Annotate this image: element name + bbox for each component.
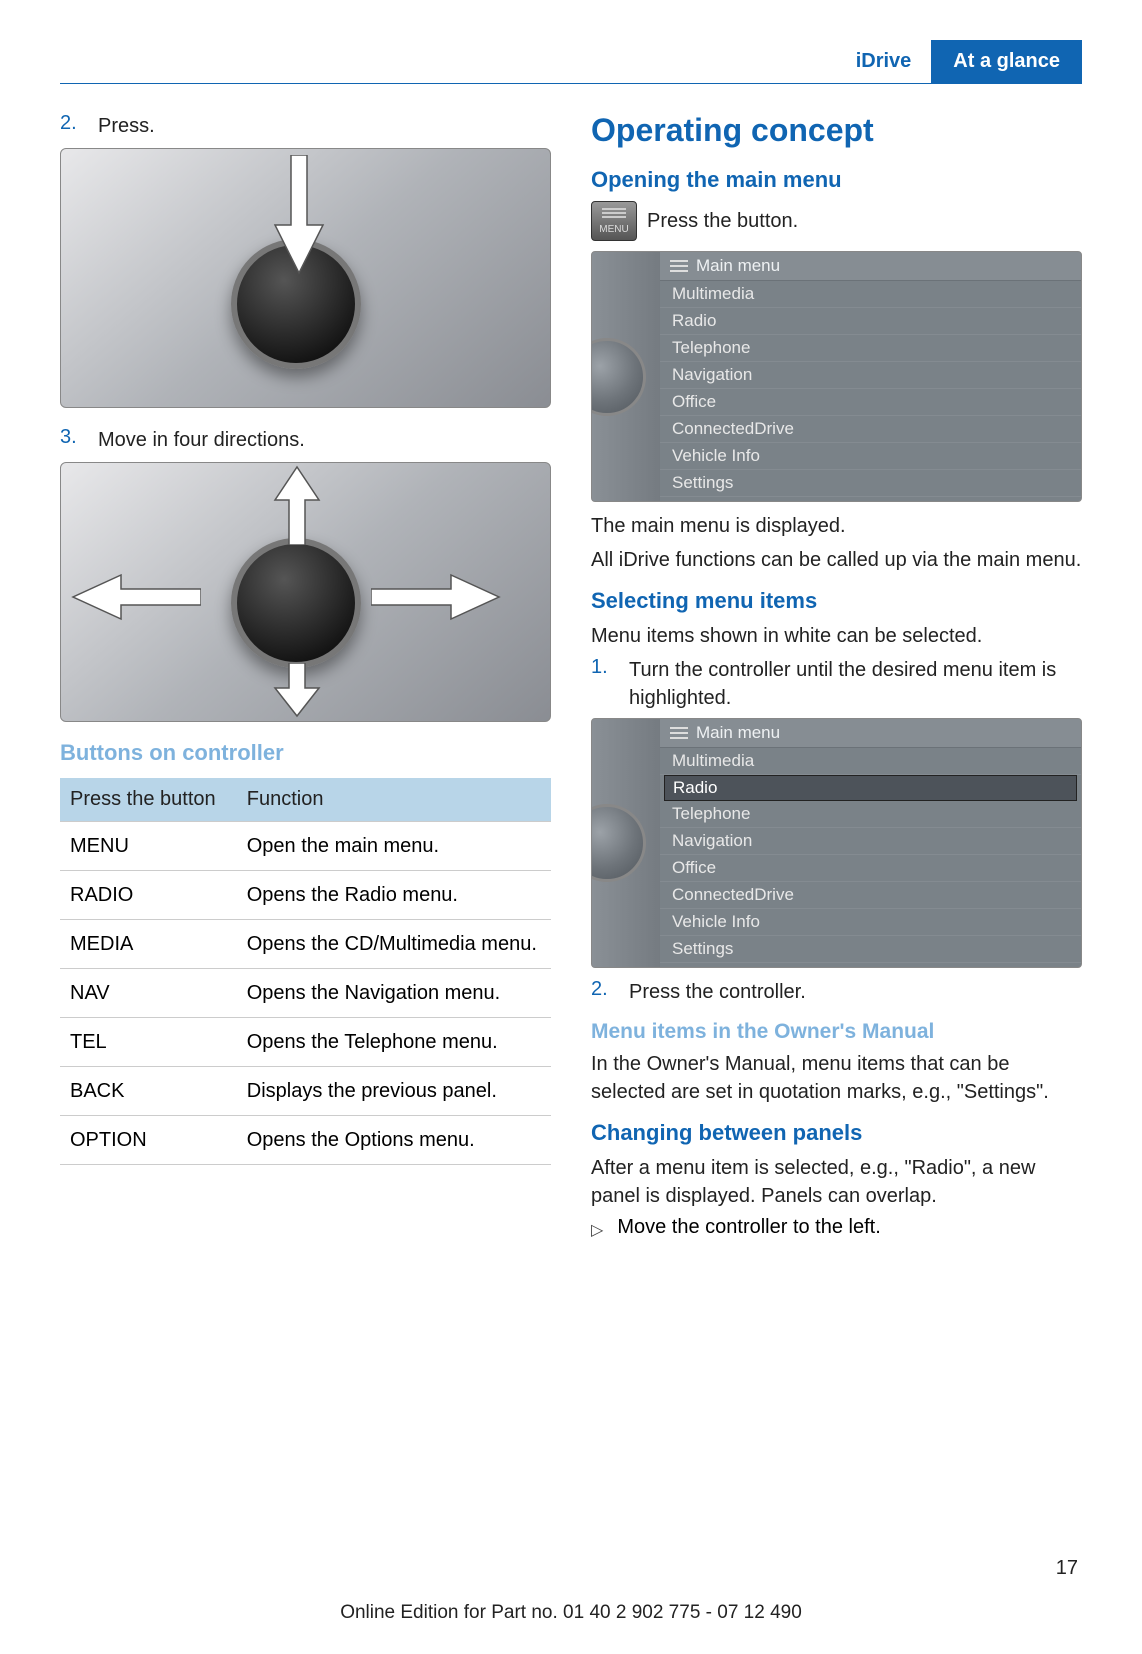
body-text: After a menu item is selected, e.g., "Ra… [591,1154,1082,1210]
menu-button-icon: MENU [591,201,637,241]
step-2: 2. Press. [60,112,551,140]
table-row: RADIOOpens the Radio menu. [60,871,551,920]
step-number: 2. [60,112,82,140]
menu-item: Telephone [660,801,1081,828]
step-text: Press the controller. [629,978,1082,1006]
header-chapter: At a glance [931,40,1082,83]
list-icon [670,260,688,272]
step-2: 2. Press the controller. [591,978,1082,1006]
menu-item: Radio [660,308,1081,335]
controller-press-figure [60,148,551,408]
controller-move-figure [60,462,551,722]
body-text: The main menu is displayed. [591,512,1082,540]
buttons-on-controller-heading: Buttons on controller [60,740,551,766]
step-text: Move in four directions. [98,426,551,454]
menu-item: Office [660,389,1081,416]
table-row: MENUOpen the main menu. [60,822,551,871]
menu-item: ConnectedDrive [660,882,1081,909]
menu-item: Settings [660,936,1081,963]
menu-item: Office [660,855,1081,882]
right-column: Operating concept Opening the main menu … [591,112,1082,1246]
press-button-text: Press the button. [647,210,798,233]
step-number: 3. [60,426,82,454]
menu-item: Vehicle Info [660,909,1081,936]
menu-item: Settings [660,470,1081,497]
body-text: In the Owner's Manual, menu items that c… [591,1050,1082,1106]
operating-concept-heading: Operating concept [591,112,1082,149]
bullet-text: Move the controller to the left. [617,1216,880,1240]
table-row: MEDIAOpens the CD/Multimedia menu. [60,920,551,969]
left-column: 2. Press. 3. Move in four directions. [60,112,551,1246]
menu-item: Vehicle Info [660,443,1081,470]
selecting-menu-items-heading: Selecting menu items [591,588,1082,614]
menu-item: Navigation [660,362,1081,389]
step-number: 2. [591,978,613,1006]
step-number: 1. [591,656,613,712]
menu-item: Telephone [660,335,1081,362]
menu-item: ConnectedDrive [660,416,1081,443]
bullet-line: ▷ Move the controller to the left. [591,1216,1082,1240]
menu-item-highlighted: Radio [664,775,1077,801]
controller-buttons-table: Press the button Function MENUOpen the m… [60,778,551,1165]
header-section: iDrive [836,40,932,83]
table-row: NAVOpens the Navigation menu. [60,969,551,1018]
menu-item: Navigation [660,828,1081,855]
page-header: iDrive At a glance [60,40,1082,84]
table-row: BACKDisplays the previous panel. [60,1067,551,1116]
table-row: TELOpens the Telephone menu. [60,1018,551,1067]
table-header-button: Press the button [60,778,237,822]
table-row: OPTIONOpens the Options menu. [60,1116,551,1165]
opening-main-menu-heading: Opening the main menu [591,167,1082,193]
body-text: All iDrive functions can be called up vi… [591,546,1082,574]
changing-panels-heading: Changing between panels [591,1120,1082,1146]
idrive-main-menu-figure: Main menu Multimedia Radio Telephone Nav… [591,251,1082,502]
footer-text: Online Edition for Part no. 01 40 2 902 … [0,1602,1142,1624]
step-text: Turn the controller until the desired me… [629,656,1082,712]
menu-item: Multimedia [660,748,1081,775]
step-1: 1. Turn the controller until the desired… [591,656,1082,712]
menu-item: Multimedia [660,281,1081,308]
step-text: Press. [98,112,551,140]
menu-button-instruction: MENU Press the button. [591,201,1082,241]
page-number: 17 [1056,1557,1078,1580]
owners-manual-heading: Menu items in the Owner's Manual [591,1020,1082,1044]
table-header-function: Function [237,778,551,822]
body-text: Menu items shown in white can be selecte… [591,622,1082,650]
triangle-bullet-icon: ▷ [591,1220,603,1240]
list-icon [670,727,688,739]
step-3: 3. Move in four directions. [60,426,551,454]
idrive-highlight-figure: Main menu Multimedia Radio Telephone Nav… [591,718,1082,968]
